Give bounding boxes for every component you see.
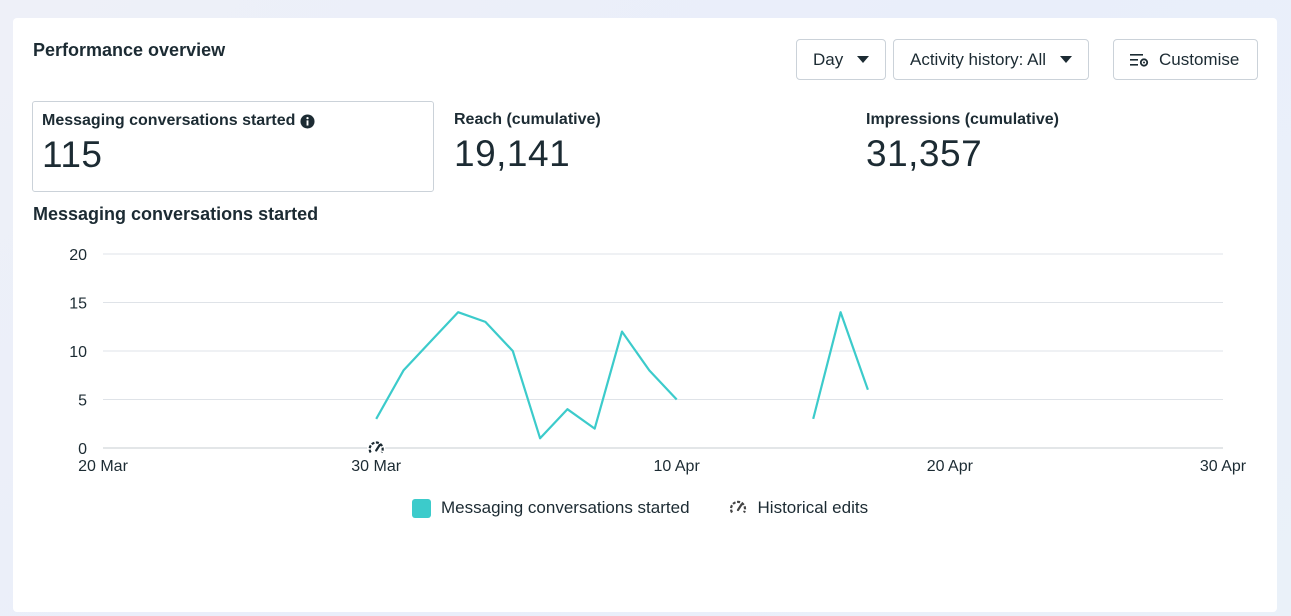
data-point[interactable] — [811, 417, 815, 421]
data-point[interactable] — [374, 417, 378, 421]
data-point[interactable] — [565, 407, 569, 411]
metric-value: 115 — [42, 134, 103, 175]
y-tick-label: 10 — [69, 344, 87, 361]
customise-label: Customise — [1159, 49, 1240, 69]
data-point[interactable] — [647, 368, 651, 372]
data-point[interactable] — [839, 310, 843, 314]
data-point[interactable] — [866, 388, 870, 392]
legend-label: Messaging conversations started — [441, 498, 690, 517]
y-tick-label: 15 — [69, 296, 87, 313]
metric-messaging-conversations[interactable]: Messaging conversations started 115 — [32, 101, 434, 192]
metric-impressions[interactable]: Impressions (cumulative) 31,357 — [857, 101, 1237, 192]
data-point[interactable] — [401, 368, 405, 372]
metric-label: Reach (cumulative) — [454, 111, 601, 128]
series-line[interactable] — [812, 311, 869, 420]
chevron-down-icon — [1060, 56, 1073, 63]
metric-label: Impressions (cumulative) — [866, 111, 1059, 128]
chevron-down-icon — [857, 56, 870, 63]
historical-edits-marker[interactable] — [367, 439, 386, 457]
data-point[interactable] — [620, 330, 624, 334]
series-line[interactable] — [375, 311, 678, 440]
metric-label: Messaging conversations started — [42, 112, 296, 129]
activity-history-label: Activity history: All — [910, 49, 1047, 69]
chart-legend: Messaging conversations started Historic… — [412, 498, 906, 518]
legend-label: Historical edits — [757, 498, 869, 517]
y-tick-label: 20 — [69, 247, 87, 264]
x-tick-label: 30 Apr — [1200, 458, 1247, 475]
legend-item-messaging[interactable]: Messaging conversations started — [412, 498, 690, 518]
metric-value: 19,141 — [454, 133, 571, 174]
data-point[interactable] — [456, 310, 460, 314]
metric-value: 31,357 — [866, 133, 983, 174]
data-point[interactable] — [429, 339, 433, 343]
activity-history-dropdown[interactable]: Activity history: All — [893, 39, 1090, 80]
day-dropdown-label: Day — [813, 49, 844, 69]
x-tick-label: 30 Mar — [351, 458, 401, 475]
chart-title: Messaging conversations started — [33, 204, 319, 224]
x-tick-label: 20 Mar — [78, 458, 128, 475]
data-point[interactable] — [483, 320, 487, 324]
performance-overview-card: Performance overview Day Activity histor… — [13, 18, 1277, 612]
historical-edits-icon — [729, 500, 746, 514]
y-tick-label: 5 — [78, 393, 87, 410]
customise-icon — [1130, 53, 1149, 67]
day-dropdown[interactable]: Day — [796, 39, 887, 80]
page-title: Performance overview — [33, 40, 226, 60]
info-icon[interactable] — [300, 113, 315, 129]
data-point[interactable] — [538, 436, 542, 440]
x-tick-label: 10 Apr — [654, 458, 701, 475]
data-point[interactable] — [675, 398, 679, 402]
customise-button[interactable]: Customise — [1113, 39, 1258, 80]
data-point[interactable] — [511, 349, 515, 353]
legend-item-historical-edits[interactable]: Historical edits — [728, 498, 869, 518]
x-tick-label: 20 Apr — [927, 458, 974, 475]
metric-reach[interactable]: Reach (cumulative) 19,141 — [445, 101, 825, 192]
legend-swatch — [412, 498, 431, 518]
line-chart: 0 5 10 15 20 20 Mar 30 Mar 10 Apr 20 Apr 30 Apr — [69, 247, 1247, 475]
data-point[interactable] — [593, 427, 597, 431]
y-tick-label: 0 — [78, 441, 87, 458]
